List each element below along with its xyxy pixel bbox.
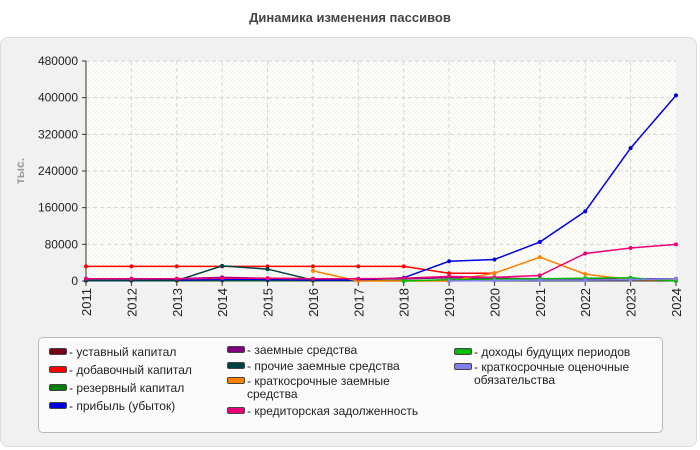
data-point	[492, 257, 497, 262]
data-point	[84, 276, 88, 281]
data-point	[628, 146, 633, 151]
data-point	[492, 271, 497, 276]
legend-swatch	[49, 402, 67, 409]
data-point	[310, 268, 315, 273]
x-tick-label: 2022	[578, 288, 593, 317]
data-point	[265, 267, 270, 272]
legend-label: - доходы будущих периодов	[474, 345, 631, 359]
legend-swatch	[227, 346, 245, 353]
grid-lines	[86, 60, 676, 281]
data-point	[265, 276, 270, 281]
data-point	[129, 276, 134, 281]
x-tick-label: 2014	[215, 288, 230, 317]
series-line	[86, 243, 677, 280]
y-tick-label: 80000	[45, 237, 79, 251]
legend-swatch	[227, 377, 245, 384]
x-tick-label: 2016	[306, 288, 321, 317]
data-point	[129, 264, 134, 269]
legend-label: - краткосрочные заемные средства	[247, 374, 390, 401]
data-point	[174, 276, 179, 281]
legend-swatch	[227, 362, 245, 369]
x-tick-label: 2024	[669, 288, 684, 317]
data-point	[447, 259, 452, 264]
data-point	[537, 255, 542, 260]
x-tick-label: 2017	[351, 288, 366, 317]
legend-label: - добавочный капитал	[69, 363, 192, 377]
data-point	[537, 273, 542, 278]
data-point	[401, 279, 406, 283]
data-point	[537, 240, 542, 245]
series-line	[449, 277, 677, 282]
data-point	[265, 264, 270, 269]
data-point	[174, 264, 179, 269]
legend-label: - прочие заемные средства	[247, 359, 400, 373]
data-point	[447, 279, 452, 283]
x-tick-label: 2011	[79, 288, 94, 316]
legend-swatch	[49, 348, 67, 355]
data-point	[356, 276, 361, 281]
x-tick-label: 2013	[170, 288, 185, 317]
legend-label: - прибыль (убыток)	[69, 399, 176, 413]
legend: - уставный капитал - добавочный капитал …	[38, 337, 663, 433]
x-tick-label: 2019	[442, 288, 457, 317]
legend-swatch	[227, 407, 245, 414]
y-tick-label: 480000	[38, 54, 78, 68]
legend-label: - краткосрочные оценочные обязательства	[474, 360, 630, 387]
data-point	[447, 274, 452, 279]
chart-title: Динамика изменения пассивов	[249, 10, 451, 25]
x-tick-label: 2015	[261, 288, 276, 317]
series-line	[86, 265, 314, 282]
x-tick-label: 2023	[624, 288, 639, 317]
legend-swatch	[454, 348, 472, 355]
data-point	[401, 264, 406, 269]
data-point	[310, 264, 315, 269]
data-point	[583, 278, 588, 283]
line-chart: 480000 400000 320000 240000 160000 80000 02011…	[13, 54, 684, 317]
legend-swatch	[454, 363, 472, 370]
data-point	[583, 251, 588, 256]
x-tick-label: 2012	[124, 288, 139, 317]
legend-label: - заемные средства	[247, 343, 358, 357]
legend-label: - уставный капитал	[69, 345, 177, 359]
legend-swatch	[49, 384, 67, 391]
data-point	[674, 93, 678, 98]
axes: 480000 400000 320000 240000 160000 80000 02011…	[38, 54, 684, 317]
data-point	[628, 277, 633, 282]
data-point	[84, 264, 88, 269]
data-point	[674, 242, 678, 247]
data-point	[220, 276, 225, 281]
x-tick-label: 2020	[487, 288, 502, 317]
data-point	[492, 278, 497, 283]
series-group	[84, 93, 678, 283]
y-tick-label: 320000	[38, 127, 78, 141]
x-tick-label: 2018	[397, 288, 412, 317]
data-point	[220, 263, 225, 268]
y-axis-label: тыс.	[13, 158, 27, 184]
x-tick-label: 2021	[533, 288, 548, 317]
data-point	[583, 209, 588, 214]
data-point	[674, 276, 678, 281]
data-point	[628, 246, 633, 250]
data-point	[356, 264, 361, 269]
data-point	[401, 276, 406, 281]
y-tick-label: 240000	[38, 164, 78, 178]
data-point	[537, 278, 542, 283]
legend-label: - кредиторская задолженность	[247, 404, 419, 418]
y-tick-label: 0	[71, 274, 78, 288]
y-tick-label: 400000	[38, 91, 78, 105]
data-point	[310, 276, 315, 281]
data-point	[583, 272, 588, 277]
legend-label: - резервный капитал	[69, 381, 185, 395]
legend-swatch	[49, 366, 67, 373]
y-tick-label: 160000	[38, 201, 78, 215]
data-point	[447, 271, 452, 276]
